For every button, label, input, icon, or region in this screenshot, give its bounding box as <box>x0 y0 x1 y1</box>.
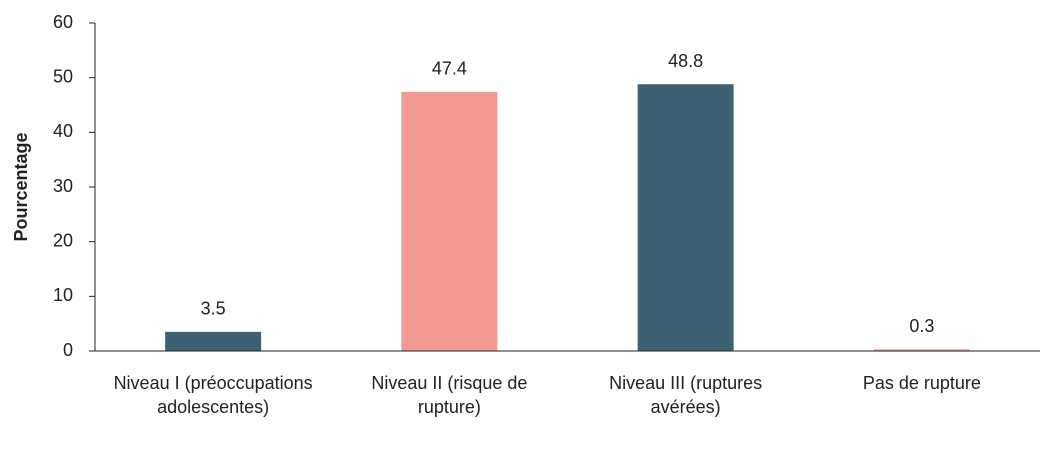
bar <box>401 91 498 351</box>
bar <box>165 331 262 351</box>
bar <box>873 349 970 351</box>
y-tick-label: 50 <box>53 66 73 86</box>
y-tick-label: 0 <box>63 340 73 360</box>
y-tick-label: 20 <box>53 230 73 250</box>
value-label: 3.5 <box>201 299 226 319</box>
value-label: 48.8 <box>668 51 703 71</box>
x-tick-label: Niveau I (préoccupations adolescentes) <box>113 373 313 417</box>
x-tick-label: Pas de rupture <box>862 373 981 393</box>
value-label: 0.3 <box>909 316 934 336</box>
x-tick-label: Niveau II (risque de rupture) <box>371 373 528 417</box>
y-axis-label: Pourcentage <box>11 132 31 241</box>
y-tick-label: 40 <box>53 121 73 141</box>
value-label: 47.4 <box>432 59 467 79</box>
x-tick-label: Niveau III (ruptures avérées) <box>609 373 763 417</box>
y-tick-label: 60 <box>53 12 73 32</box>
y-tick-label: 10 <box>53 285 73 305</box>
bar <box>637 84 734 351</box>
y-tick-label: 30 <box>53 176 73 196</box>
